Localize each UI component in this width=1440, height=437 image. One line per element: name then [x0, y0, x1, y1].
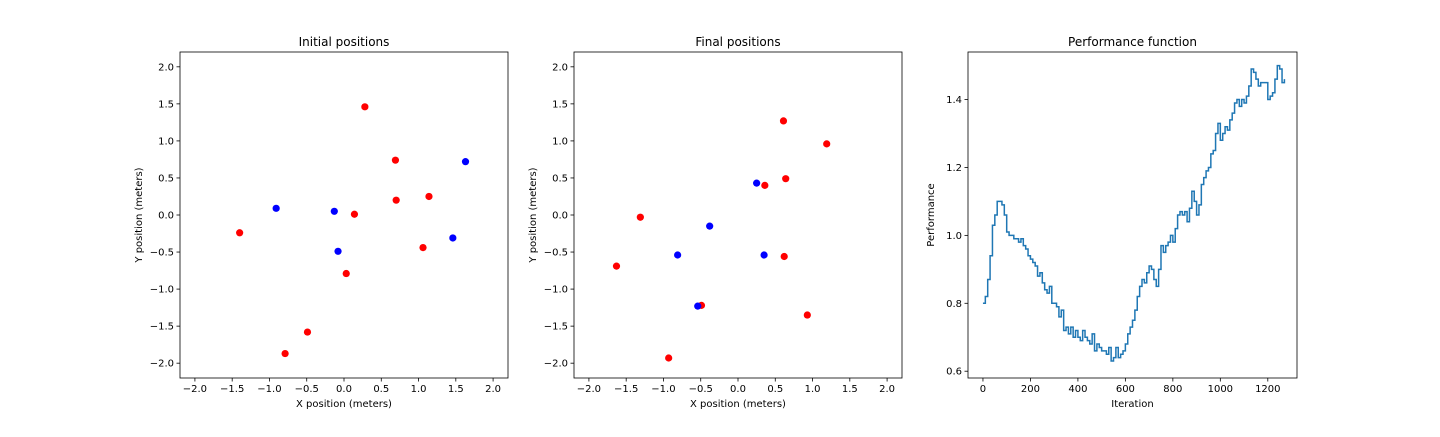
x-tick-label: −0.5 [689, 384, 713, 395]
y-tick-label: −2.0 [544, 359, 568, 370]
x-tick-label: −2.0 [577, 384, 601, 395]
y-tick-label: 1.0 [946, 231, 962, 242]
x-tick-label: 1.5 [448, 384, 464, 395]
y-tick-label: 0.5 [158, 173, 174, 184]
y-tick-label: 1.4 [946, 95, 962, 106]
data-point [419, 244, 427, 252]
x-tick-label: 2.0 [879, 384, 895, 395]
data-point [236, 229, 244, 237]
data-point [461, 158, 470, 166]
x-tick-label: 1.0 [411, 384, 427, 395]
y-tick-label: 0.0 [158, 211, 174, 222]
data-point [392, 196, 400, 204]
axes-frame [967, 51, 1298, 379]
y-tick-label: −1.5 [150, 322, 174, 333]
data-point [753, 179, 761, 187]
data-point [334, 247, 342, 255]
data-point [612, 262, 621, 270]
y-tick-label: −0.5 [544, 248, 568, 259]
y-tick-label: −1.0 [150, 285, 174, 296]
data-point [823, 140, 831, 148]
data-point [342, 269, 350, 278]
y-tick-label: 1.0 [158, 136, 174, 147]
y-tick-label: 2.0 [158, 62, 174, 73]
data-point [350, 210, 359, 218]
data-point [636, 213, 644, 221]
data-point [706, 222, 714, 230]
y-tick-label: 1.5 [158, 99, 174, 110]
x-tick-label: −1.5 [220, 384, 244, 395]
y-tick-label: 2.0 [552, 62, 568, 73]
y-axis-label: Y position (meters) [528, 167, 539, 263]
axes-frame [573, 51, 903, 379]
x-tick-label: −2.0 [183, 384, 207, 395]
x-tick-label: 800 [1163, 384, 1182, 395]
data-point [760, 251, 768, 259]
x-tick-label: 1.0 [805, 384, 821, 395]
y-axis-label: Y position (meters) [134, 167, 145, 263]
data-point [782, 175, 790, 183]
y-tick-label: 0.0 [552, 211, 568, 222]
series-line [982, 64, 1286, 362]
x-tick-label: 200 [1021, 384, 1040, 395]
x-axis-label: X position (meters) [690, 399, 786, 410]
x-tick-label: 400 [1068, 384, 1087, 395]
data-point [361, 103, 369, 111]
x-tick-label: 0.5 [373, 384, 389, 395]
x-tick-label: 1000 [1208, 384, 1233, 395]
data-point [694, 302, 702, 310]
x-tick-label: 0.0 [336, 384, 352, 395]
y-tick-label: 1.5 [552, 99, 568, 110]
chart-panel-2: −2.0 −1.5 −1.0 −0.5 0.0 0.5 1.0 1.5 2.0 −2.0 −1.5 −… [528, 35, 903, 410]
x-tick-label: −1.0 [651, 384, 675, 395]
chart-panel-3: 0 200 400 600 800 1000 1200 0.6 0.8 1.0 1.2 1.4 Perf… [926, 35, 1298, 410]
data-point [665, 354, 673, 362]
data-point [303, 328, 312, 336]
x-tick-label: −1.5 [614, 384, 638, 395]
x-tick-label: 0.5 [767, 384, 783, 395]
chart-title: Final positions [695, 35, 780, 49]
data-point [281, 349, 289, 358]
y-tick-label: 1.0 [552, 136, 568, 147]
x-tick-label: 1.5 [842, 384, 858, 395]
data-point [449, 234, 457, 242]
chart-panel-1: −2.0 −1.5 −1.0 −0.5 0.0 0.5 1.0 1.5 2.0 −2.0 −1.5 −… [134, 35, 509, 410]
y-tick-label: 0.8 [946, 299, 962, 310]
y-tick-label: 0.5 [552, 173, 568, 184]
chart-title: Performance function [1068, 35, 1197, 49]
data-point [780, 252, 788, 261]
y-tick-label: −2.0 [150, 359, 174, 370]
axes-frame [179, 51, 509, 379]
x-tick-label: 600 [1116, 384, 1135, 395]
y-tick-label: 1.2 [946, 163, 962, 174]
data-point [674, 251, 682, 259]
data-point [330, 207, 338, 215]
data-point [272, 204, 280, 212]
x-tick-label: −0.5 [295, 384, 319, 395]
x-tick-label: 1200 [1255, 384, 1280, 395]
data-point [761, 181, 769, 189]
data-point [779, 117, 788, 125]
data-point [425, 192, 433, 201]
data-point [391, 156, 400, 164]
y-tick-label: −1.0 [544, 285, 568, 296]
x-tick-label: 0 [980, 384, 986, 395]
y-tick-label: 0.6 [946, 367, 962, 378]
y-axis-label: Performance [926, 183, 937, 246]
x-tick-label: 2.0 [485, 384, 501, 395]
y-tick-label: −1.5 [544, 322, 568, 333]
x-axis-label: X position (meters) [296, 399, 392, 410]
data-point [803, 311, 811, 319]
y-tick-label: −0.5 [150, 248, 174, 259]
x-tick-label: 0.0 [730, 384, 746, 395]
x-axis-label: Iteration [1111, 399, 1153, 410]
x-tick-label: −1.0 [257, 384, 281, 395]
chart-title: Initial positions [299, 35, 390, 49]
